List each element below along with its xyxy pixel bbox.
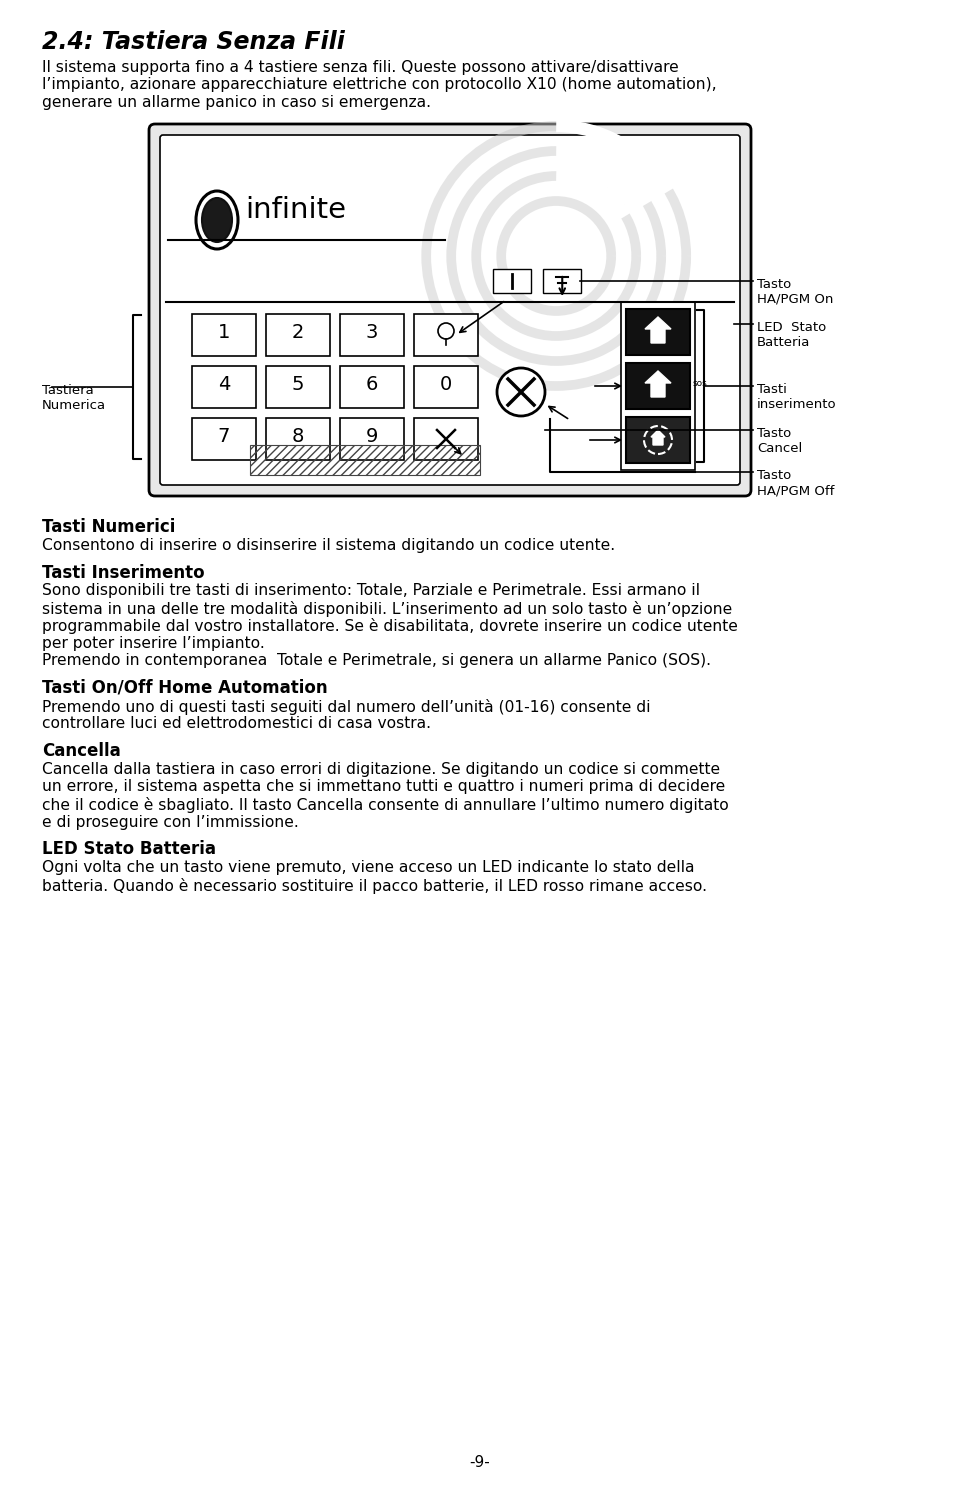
FancyBboxPatch shape (266, 366, 330, 409)
Text: sos: sos (693, 379, 708, 388)
Text: Consentono di inserire o disinserire il sistema digitando un codice utente.: Consentono di inserire o disinserire il … (42, 538, 615, 553)
FancyBboxPatch shape (414, 314, 478, 357)
Text: 4: 4 (218, 376, 230, 394)
FancyBboxPatch shape (340, 314, 404, 357)
Text: Premendo uno di questi tasti seguiti dal numero dell’unità (01-16) consente di: Premendo uno di questi tasti seguiti dal… (42, 698, 651, 715)
Text: 1: 1 (218, 324, 230, 342)
Text: -9-: -9- (469, 1455, 491, 1470)
Text: sistema in una delle tre modalità disponibili. L’inserimento ad un solo tasto è : sistema in una delle tre modalità dispon… (42, 600, 732, 617)
FancyBboxPatch shape (414, 366, 478, 409)
Text: 7: 7 (218, 428, 230, 446)
FancyBboxPatch shape (621, 302, 695, 470)
Text: Sono disponibili tre tasti di inserimento: Totale, Parziale e Perimetrale. Essi : Sono disponibili tre tasti di inseriment… (42, 584, 700, 599)
Text: 2.4: Tastiera Senza Fili: 2.4: Tastiera Senza Fili (42, 30, 345, 53)
Text: Tasti On/Off Home Automation: Tasti On/Off Home Automation (42, 679, 327, 697)
Text: Cancella: Cancella (42, 742, 121, 759)
Text: Tasti
inserimento: Tasti inserimento (757, 383, 836, 412)
Text: generare un allarme panico in caso si emergenza.: generare un allarme panico in caso si em… (42, 95, 431, 110)
Text: 3: 3 (366, 324, 378, 342)
FancyBboxPatch shape (340, 418, 404, 461)
Text: 6: 6 (366, 376, 378, 394)
FancyBboxPatch shape (149, 123, 751, 496)
FancyBboxPatch shape (192, 314, 256, 357)
Polygon shape (645, 372, 671, 397)
Text: infinite: infinite (245, 196, 346, 224)
Text: un errore, il sistema aspetta che si immettano tutti e quattro i numeri prima di: un errore, il sistema aspetta che si imm… (42, 780, 725, 795)
Text: batteria. Quando è necessario sostituire il pacco batterie, il LED rosso rimane : batteria. Quando è necessario sostituire… (42, 878, 707, 893)
Circle shape (497, 369, 545, 416)
Polygon shape (645, 317, 671, 343)
FancyBboxPatch shape (266, 418, 330, 461)
Text: che il codice è sbagliato. Il tasto Cancella consente di annullare l’ultimo nume: che il codice è sbagliato. Il tasto Canc… (42, 796, 729, 813)
FancyBboxPatch shape (160, 135, 740, 484)
Text: Tasto
HA/PGM Off: Tasto HA/PGM Off (757, 470, 834, 496)
Text: Tasti Inserimento: Tasti Inserimento (42, 563, 204, 581)
FancyBboxPatch shape (192, 418, 256, 461)
Text: e di proseguire con l’immissione.: e di proseguire con l’immissione. (42, 814, 299, 829)
FancyBboxPatch shape (414, 418, 478, 461)
Text: Ogni volta che un tasto viene premuto, viene acceso un LED indicante lo stato de: Ogni volta che un tasto viene premuto, v… (42, 860, 694, 875)
FancyBboxPatch shape (192, 366, 256, 409)
Text: 0: 0 (440, 376, 452, 394)
FancyBboxPatch shape (266, 314, 330, 357)
Text: LED  Stato
Batteria: LED Stato Batteria (757, 321, 827, 349)
Text: Tastiera
Numerica: Tastiera Numerica (42, 383, 107, 412)
Text: 2: 2 (292, 324, 304, 342)
Text: Tasto
Cancel: Tasto Cancel (757, 426, 803, 455)
FancyBboxPatch shape (493, 269, 531, 293)
Text: l’impianto, azionare apparecchiature elettriche con protocollo X10 (home automat: l’impianto, azionare apparecchiature ele… (42, 77, 716, 92)
FancyBboxPatch shape (626, 309, 690, 355)
Text: Premendo in contemporanea  Totale e Perimetrale, si genera un allarme Panico (SO: Premendo in contemporanea Totale e Perim… (42, 654, 711, 669)
Text: Tasto
HA/PGM On: Tasto HA/PGM On (757, 278, 833, 306)
Text: 9: 9 (366, 428, 378, 446)
Text: Tasti Numerici: Tasti Numerici (42, 519, 176, 536)
FancyBboxPatch shape (340, 366, 404, 409)
Text: 8: 8 (292, 428, 304, 446)
Text: Il sistema supporta fino a 4 tastiere senza fili. Queste possono attivare/disatt: Il sistema supporta fino a 4 tastiere se… (42, 59, 679, 74)
FancyBboxPatch shape (543, 269, 581, 293)
FancyBboxPatch shape (626, 363, 690, 409)
Ellipse shape (196, 192, 238, 250)
Text: Cancella dalla tastiera in caso errori di digitazione. Se digitando un codice si: Cancella dalla tastiera in caso errori d… (42, 762, 720, 777)
Text: 5: 5 (292, 376, 304, 394)
Text: programmabile dal vostro installatore. Se è disabilitata, dovrete inserire un co: programmabile dal vostro installatore. S… (42, 618, 738, 635)
Polygon shape (651, 429, 665, 444)
Text: controllare luci ed elettrodomestici di casa vostra.: controllare luci ed elettrodomestici di … (42, 716, 431, 731)
FancyBboxPatch shape (626, 418, 690, 464)
Text: LED Stato Batteria: LED Stato Batteria (42, 840, 216, 857)
Ellipse shape (202, 198, 232, 242)
Text: per poter inserire l’impianto.: per poter inserire l’impianto. (42, 636, 265, 651)
